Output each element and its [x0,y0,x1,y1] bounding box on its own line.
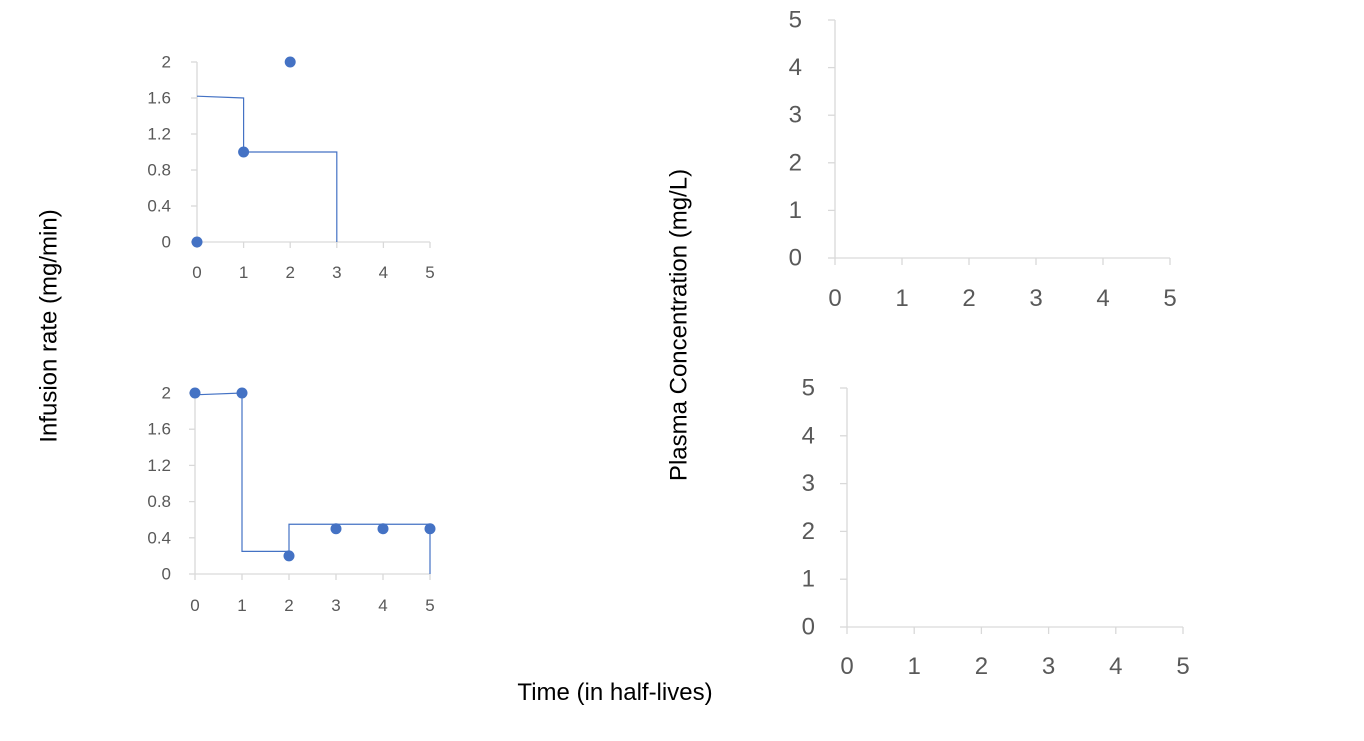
y-tick-label: 1.6 [147,89,171,108]
x-tick-label: 1 [237,596,246,615]
y-tick-label: 5 [802,375,815,402]
y-tick-label: 2 [802,518,815,545]
concentration-chart-1: 0 1 2 3 4 5 0 1 2 3 4 5 [789,7,1177,313]
x-tick-label: 5 [425,596,434,615]
y-tick-label: 1 [789,197,802,224]
left-y-axis-label: Infusion rate (mg/min) [35,209,62,442]
y-tick-label: 0.8 [147,161,171,180]
y-tick-label: 0 [162,233,171,252]
charts-group: 0 1 2 3 4 5 0 0.4 0.8 1.2 1.6 2 0 1 2 3 4 5 0 0.4 0.8 1.2 1.6 2… [147,7,1189,681]
y-tick-label: 2 [162,384,171,403]
y-tick-label: 2 [162,53,171,72]
y-tick-label: 0.4 [147,197,171,216]
data-point [424,523,436,535]
step-line [196,95,338,242]
x-tick-label: 0 [192,263,201,282]
x-tick-label: 1 [895,285,908,312]
x-tick-label: 0 [190,596,199,615]
y-tick-label: 1.2 [147,456,171,475]
x-tick-label: 2 [962,285,975,312]
data-point [377,523,389,535]
y-tick-label: 0.8 [147,492,171,511]
y-tick-label: 0 [789,245,802,272]
concentration-chart-2: 0 1 2 3 4 5 0 1 2 3 4 5 [802,375,1190,681]
y-tick-label: 4 [789,54,802,81]
y-tick-label: 1 [802,566,815,593]
infusion-chart-1: 0 1 2 3 4 5 0 0.4 0.8 1.2 1.6 2 [147,53,434,283]
x-tick-label: 3 [332,263,341,282]
y-tick-label: 0.4 [147,528,171,547]
x-tick-label: 2 [285,263,294,282]
y-tick-label: 3 [802,470,815,497]
data-point [330,523,342,535]
x-tick-label: 4 [379,263,388,282]
y-tick-label: 0 [802,614,815,641]
y-tick-label: 5 [789,7,802,34]
data-point [191,236,203,248]
y-tick-label: 0 [162,565,171,584]
y-tick-label: 1.2 [147,125,171,144]
x-tick-label: 1 [908,653,921,680]
shared-x-axis-label: Time (in half-lives) [517,679,712,706]
y-tick-label: 3 [789,102,802,129]
x-tick-label: 3 [1042,653,1055,680]
x-tick-label: 4 [378,596,387,615]
x-tick-label: 5 [1176,653,1189,680]
step-line [194,392,431,574]
x-tick-label: 5 [1163,285,1176,312]
y-tick-label: 4 [802,422,815,449]
data-point [189,387,201,399]
infusion-chart-2: 0 1 2 3 4 5 0 0.4 0.8 1.2 1.6 2 [147,384,436,615]
y-tick-label: 1.6 [147,420,171,439]
data-point [236,387,248,399]
y-tick-label: 2 [789,149,802,176]
right-y-axis-label: Plasma Concentration (mg/L) [665,169,692,481]
data-point [284,56,296,68]
x-tick-label: 0 [828,285,841,312]
x-tick-label: 0 [840,653,853,680]
x-tick-label: 3 [331,596,340,615]
x-tick-label: 4 [1109,653,1122,680]
x-tick-label: 3 [1029,285,1042,312]
x-tick-label: 2 [975,653,988,680]
x-tick-label: 1 [239,263,248,282]
x-tick-label: 5 [425,263,434,282]
x-tick-label: 2 [284,596,293,615]
x-tick-label: 4 [1096,285,1109,312]
data-point [238,146,250,158]
data-point [283,550,295,562]
